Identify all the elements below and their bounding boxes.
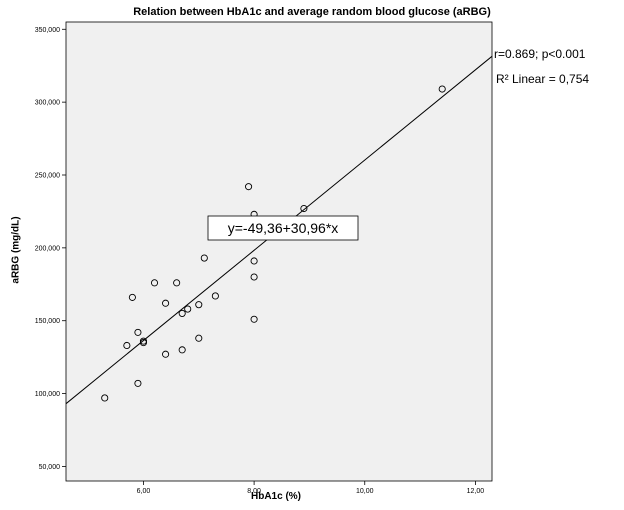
- r-squared-annotation: R² Linear = 0,754: [496, 72, 590, 86]
- equation-label: y=-49,36+30,96*x: [228, 220, 339, 236]
- data-point: [134, 328, 142, 336]
- y-tick-label: 350,000: [35, 27, 60, 34]
- data-point: [200, 254, 208, 262]
- chart-title: Relation between HbA1c and average rando…: [133, 6, 491, 18]
- data-point: [438, 85, 446, 93]
- data-point: [139, 337, 148, 345]
- data-point: [195, 334, 203, 342]
- y-tick-label: 300,000: [35, 100, 60, 107]
- equation-box: [207, 215, 359, 241]
- data-point: [178, 346, 186, 354]
- data-point: [250, 273, 258, 281]
- x-tick-label: 12,00: [467, 488, 485, 495]
- data-point: [134, 379, 142, 387]
- data-point: [162, 299, 170, 307]
- data-point: [300, 204, 308, 213]
- data-point: [245, 183, 253, 191]
- correlation-annotation: r=0.869; p<0.001: [494, 47, 586, 61]
- data-point: [123, 341, 131, 350]
- y-tick-label: 100,000: [35, 391, 60, 398]
- x-tick-label: 10,00: [356, 488, 374, 495]
- x-tick-label: 8,00: [247, 488, 261, 495]
- data-point: [211, 292, 219, 300]
- plot-area: [65, 21, 493, 482]
- data-point: [150, 279, 159, 287]
- y-tick-label: 50,000: [39, 464, 61, 471]
- data-point: [128, 293, 136, 301]
- x-axis-label: HbA1c (%): [250, 491, 301, 502]
- data-point: [162, 350, 170, 358]
- data-point: [250, 257, 258, 265]
- data-point: [195, 301, 203, 309]
- y-tick-label: 150,000: [35, 318, 60, 325]
- y-tick-label: 200,000: [35, 245, 60, 252]
- x-tick-label: 6,00: [137, 488, 151, 495]
- data-point: [178, 309, 186, 317]
- data-point: [250, 315, 258, 323]
- data-point: [173, 279, 181, 287]
- y-tick-label: 250,000: [35, 173, 60, 180]
- y-axis-label: aRBG (mg/dL): [10, 216, 22, 284]
- data-point: [101, 394, 109, 402]
- data-point: [184, 305, 192, 313]
